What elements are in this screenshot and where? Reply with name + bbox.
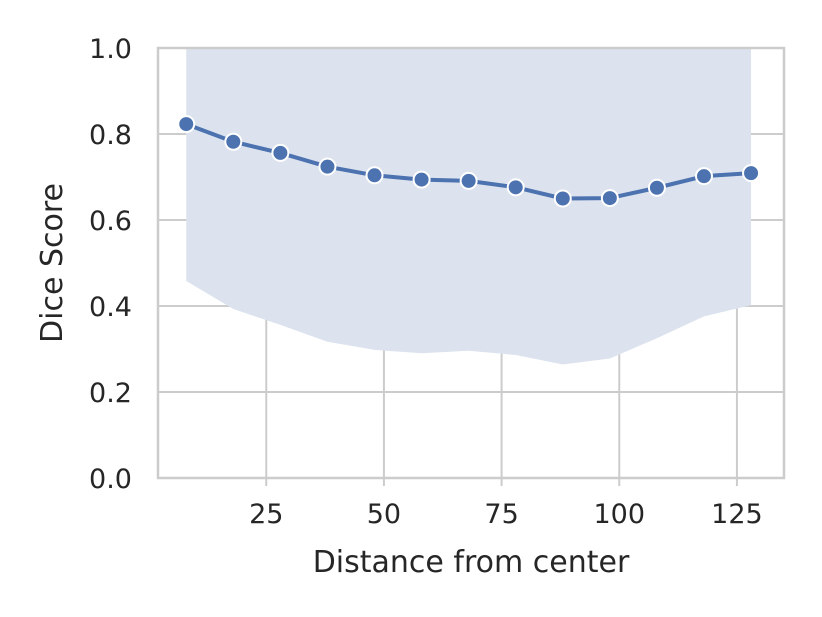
data-point (742, 164, 761, 183)
data-point (224, 132, 243, 151)
x-tick-label: 100 (593, 499, 645, 530)
y-tick-label: 0.0 (89, 464, 132, 495)
x-tick-label: 50 (367, 499, 401, 530)
x-tick-label: 75 (484, 499, 518, 530)
y-axis-ticks: 0.0 0.2 0.4 0.6 0.8 1.0 (89, 34, 132, 495)
data-point (506, 178, 525, 197)
data-point (318, 157, 337, 176)
data-point (412, 170, 431, 189)
y-tick-label: 0.6 (89, 206, 132, 237)
data-point (600, 189, 619, 208)
data-point (177, 115, 196, 134)
data-point (647, 178, 666, 197)
y-tick-label: 0.8 (89, 120, 132, 151)
x-axis-ticks: 25 50 75 100 125 (249, 478, 763, 530)
y-tick-label: 0.2 (89, 378, 132, 409)
series-points-layer (177, 115, 761, 208)
data-point (271, 143, 290, 162)
confidence-band-layer (186, 48, 752, 365)
data-point (459, 171, 478, 190)
y-tick-label: 1.0 (89, 34, 132, 65)
y-tick-label: 0.4 (89, 292, 132, 323)
x-tick-label: 25 (249, 499, 283, 530)
data-point (365, 166, 384, 185)
data-point (694, 167, 713, 186)
y-axis-label: Dice Score (35, 183, 70, 343)
confidence-band (186, 48, 752, 365)
plot-frame (156, 46, 786, 480)
x-tick-label: 125 (711, 499, 763, 530)
x-axis-label: Distance from center (313, 545, 630, 580)
data-point (553, 189, 572, 208)
